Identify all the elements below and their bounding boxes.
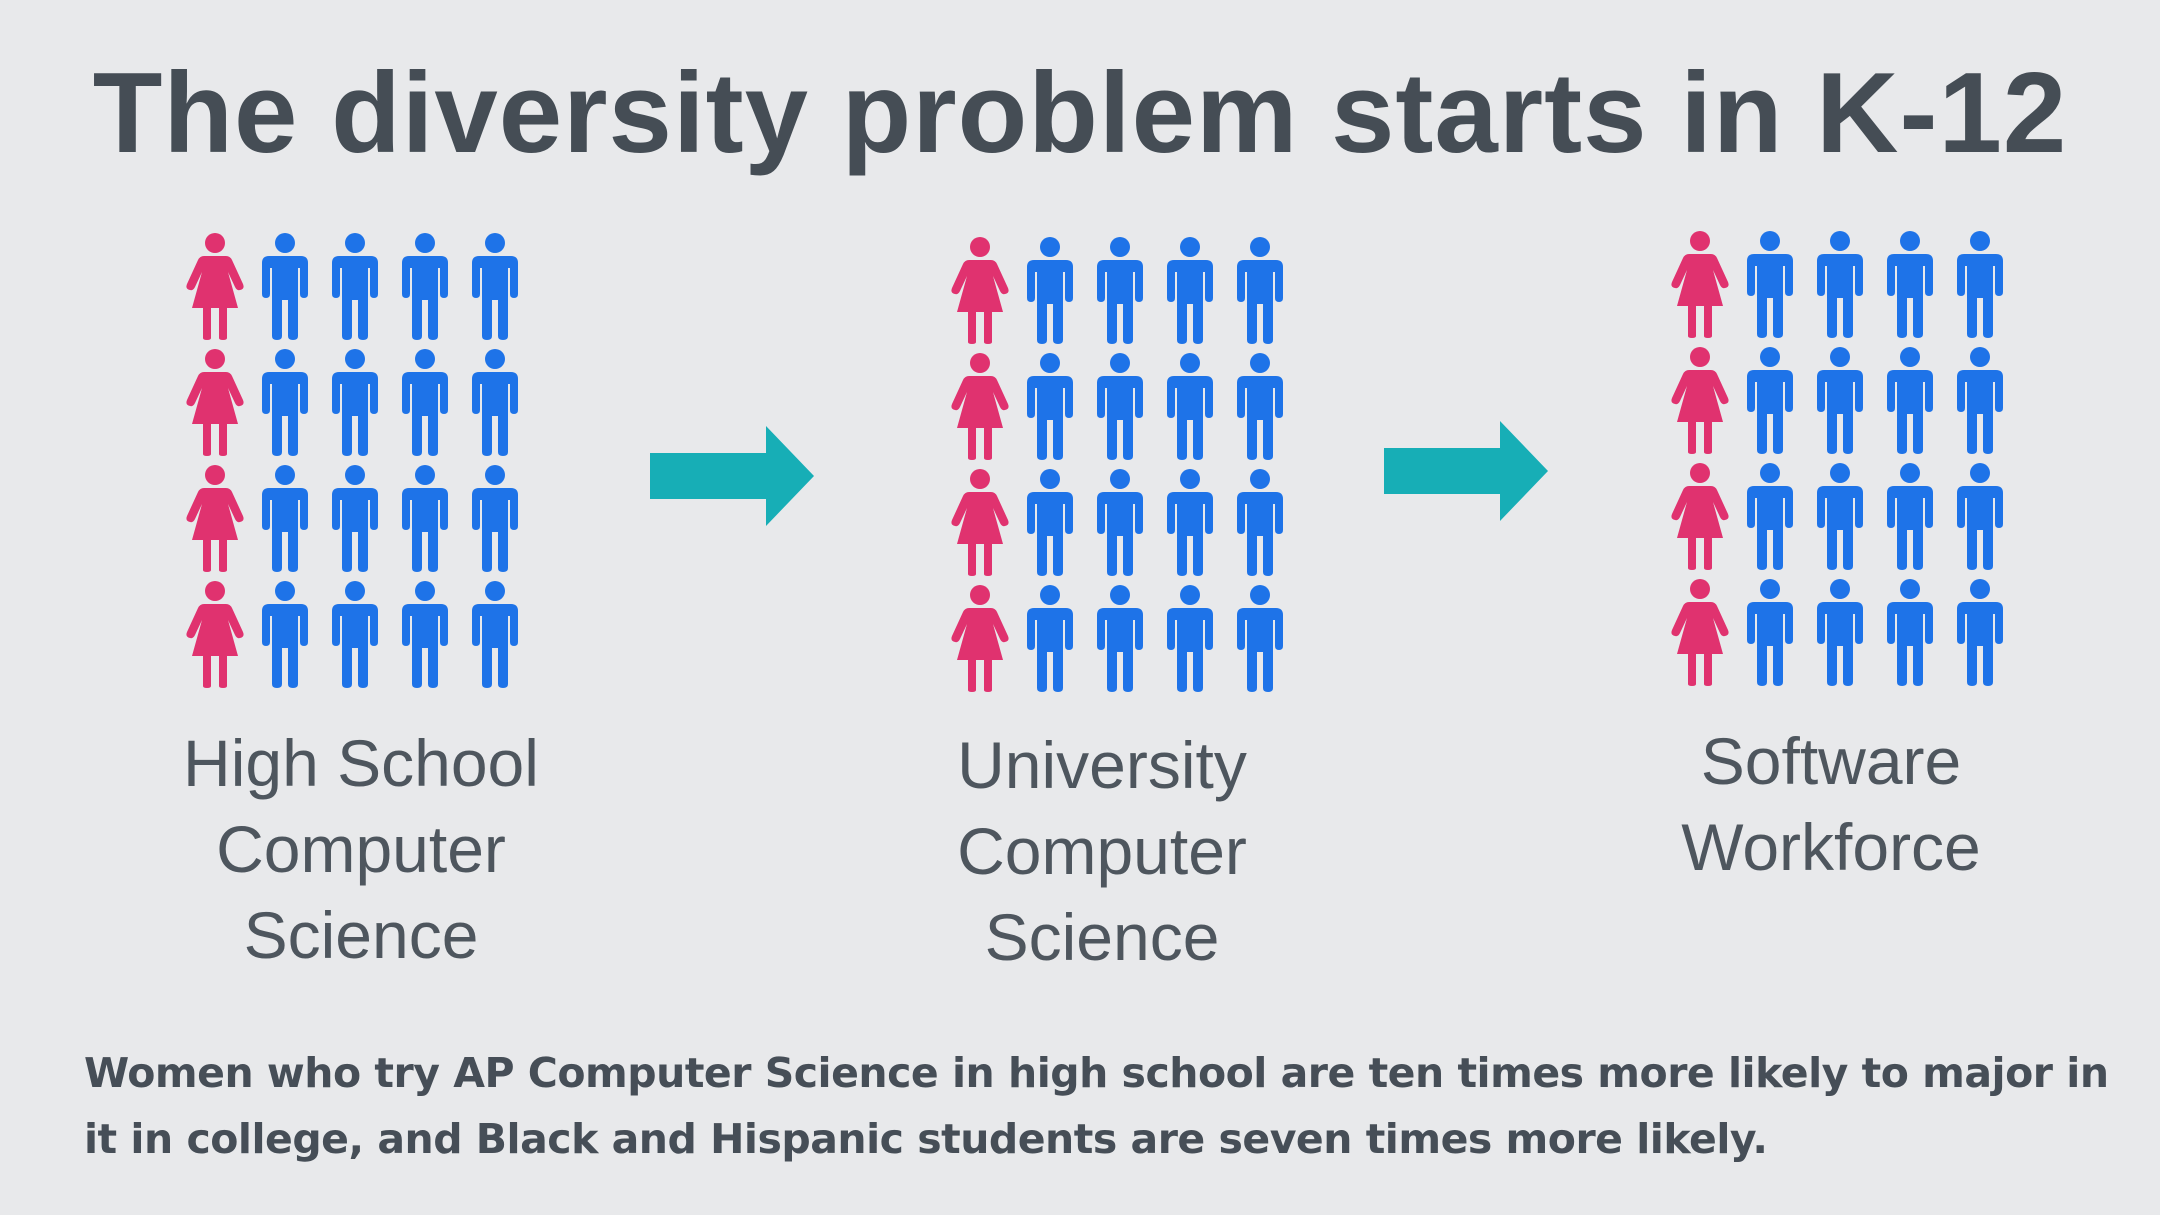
male-person-icon	[320, 232, 390, 348]
page-title: The diversity problem starts in K-12	[92, 50, 2068, 177]
male-person-icon	[1085, 236, 1155, 352]
label-line: Science	[984, 900, 1220, 974]
male-person-icon	[460, 464, 530, 580]
label-line: Workforce	[1681, 810, 1981, 884]
label-line: Computer	[957, 814, 1247, 888]
female-person-icon	[1665, 578, 1735, 694]
male-person-icon	[460, 580, 530, 696]
male-person-icon	[250, 232, 320, 348]
male-person-icon	[1085, 352, 1155, 468]
male-person-icon	[1225, 584, 1295, 700]
male-person-icon	[390, 348, 460, 464]
male-person-icon	[1155, 468, 1225, 584]
male-person-icon	[1155, 584, 1225, 700]
male-person-icon	[1805, 346, 1875, 462]
male-person-icon	[460, 348, 530, 464]
people-grid	[1665, 230, 2015, 694]
female-person-icon	[945, 236, 1015, 352]
arrow-right-icon	[650, 426, 814, 526]
stage-label-software-workforce: Software Workforce	[1531, 718, 2131, 890]
female-person-icon	[180, 464, 250, 580]
male-person-icon	[1015, 584, 1085, 700]
male-person-icon	[1805, 462, 1875, 578]
male-person-icon	[1155, 352, 1225, 468]
male-person-icon	[460, 232, 530, 348]
male-person-icon	[1945, 578, 2015, 694]
label-line: Science	[243, 898, 479, 972]
male-person-icon	[1945, 462, 2015, 578]
male-person-icon	[390, 464, 460, 580]
people-grid	[180, 232, 530, 696]
female-person-icon	[945, 468, 1015, 584]
male-person-icon	[1225, 468, 1295, 584]
female-person-icon	[1665, 346, 1735, 462]
stage-label-high-school: High School Computer Science	[61, 720, 661, 978]
stage-software-workforce	[1665, 230, 2015, 694]
male-person-icon	[1945, 346, 2015, 462]
male-person-icon	[320, 464, 390, 580]
male-person-icon	[1875, 462, 1945, 578]
arrow-right-icon	[1384, 421, 1548, 521]
male-person-icon	[320, 348, 390, 464]
male-person-icon	[1155, 236, 1225, 352]
male-person-icon	[1945, 230, 2015, 346]
label-line: High School	[183, 726, 539, 800]
male-person-icon	[1735, 230, 1805, 346]
male-person-icon	[390, 232, 460, 348]
people-grid	[945, 236, 1295, 700]
stage-university	[945, 236, 1295, 700]
male-person-icon	[1015, 236, 1085, 352]
male-person-icon	[1085, 584, 1155, 700]
label-line: Computer	[216, 812, 506, 886]
female-person-icon	[180, 580, 250, 696]
male-person-icon	[1875, 346, 1945, 462]
male-person-icon	[250, 464, 320, 580]
male-person-icon	[1225, 352, 1295, 468]
male-person-icon	[1805, 578, 1875, 694]
male-person-icon	[250, 348, 320, 464]
label-line: University	[957, 728, 1247, 802]
male-person-icon	[1875, 230, 1945, 346]
male-person-icon	[1875, 578, 1945, 694]
label-line: Software	[1700, 724, 1962, 798]
stage-label-university: University Computer Science	[802, 722, 1402, 980]
male-person-icon	[320, 580, 390, 696]
female-person-icon	[945, 352, 1015, 468]
male-person-icon	[1015, 468, 1085, 584]
male-person-icon	[1015, 352, 1085, 468]
male-person-icon	[1735, 578, 1805, 694]
male-person-icon	[390, 580, 460, 696]
male-person-icon	[1735, 462, 1805, 578]
male-person-icon	[1225, 236, 1295, 352]
male-person-icon	[1735, 346, 1805, 462]
female-person-icon	[180, 348, 250, 464]
footnote: Women who try AP Computer Science in hig…	[84, 1049, 2109, 1163]
male-person-icon	[1805, 230, 1875, 346]
female-person-icon	[1665, 230, 1735, 346]
female-person-icon	[180, 232, 250, 348]
female-person-icon	[1665, 462, 1735, 578]
male-person-icon	[1085, 468, 1155, 584]
male-person-icon	[250, 580, 320, 696]
female-person-icon	[945, 584, 1015, 700]
stage-high-school	[180, 232, 530, 696]
